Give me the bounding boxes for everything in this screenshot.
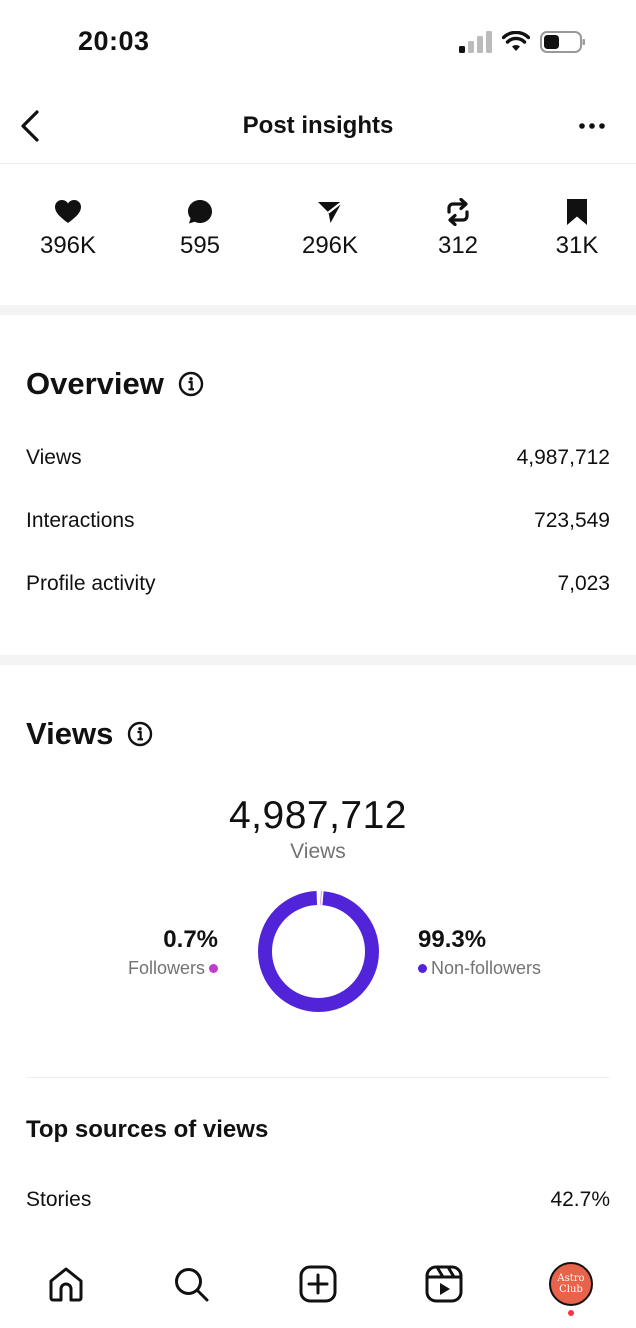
- non-followers-legend: Non-followers: [418, 958, 541, 979]
- create-icon: [299, 1265, 337, 1303]
- page-title: Post insights: [242, 112, 394, 139]
- profile-avatar: Astro Club: [549, 1262, 593, 1306]
- repost-icon: [447, 198, 469, 226]
- section-divider: [0, 655, 636, 665]
- non-followers-split: 99.3% Non-followers: [418, 926, 541, 979]
- back-button[interactable]: [10, 106, 50, 146]
- followers-label: Followers: [127, 958, 205, 978]
- section-divider: [0, 305, 636, 315]
- info-icon[interactable]: [127, 721, 153, 747]
- status-bar: 20:03: [0, 0, 636, 88]
- avatar-text-line1: Astro: [557, 1273, 585, 1284]
- engagement-stats: 396K 595 296K 312: [0, 196, 636, 276]
- comments-count: 595: [179, 232, 221, 259]
- overview-row-views: Views 4,987,712: [26, 443, 610, 473]
- more-icon: [579, 123, 605, 129]
- more-options-button[interactable]: [572, 106, 612, 146]
- divider-line: [26, 1077, 610, 1078]
- views-total: 4,987,712: [228, 794, 407, 837]
- share-icon: [318, 201, 343, 223]
- status-icons: [458, 30, 586, 54]
- shares-stat: 296K: [270, 196, 390, 260]
- tab-profile[interactable]: Astro Club: [549, 1262, 593, 1306]
- battery-icon: [540, 31, 585, 53]
- followers-percent: 0.7%: [163, 926, 218, 953]
- overview-row-profile-activity: Profile activity 7,023: [26, 569, 610, 599]
- views-total-label: Views: [290, 840, 346, 863]
- chevron-left-icon: [21, 110, 39, 142]
- followers-dot: [209, 964, 218, 973]
- status-time: 20:03: [78, 26, 150, 56]
- search-icon: [175, 1268, 209, 1302]
- tab-search[interactable]: [169, 1262, 213, 1306]
- non-followers-label: Non-followers: [431, 958, 542, 978]
- row-label: Views: [26, 446, 82, 469]
- views-title: Views: [26, 716, 114, 751]
- reels-icon: [425, 1265, 463, 1303]
- wifi-icon: [502, 31, 530, 51]
- home-icon: [49, 1267, 83, 1302]
- row-value: 723,549: [534, 509, 610, 532]
- row-value: 4,987,712: [516, 446, 610, 469]
- row-value: 7,023: [557, 572, 610, 595]
- source-row-stories: Stories 42.7%: [26, 1185, 610, 1215]
- row-label: Stories: [26, 1188, 92, 1211]
- non-followers-percent: 99.3%: [418, 926, 487, 953]
- row-label: Profile activity: [26, 572, 156, 595]
- overview-section-title: Overview: [26, 366, 204, 402]
- followers-split: 0.7% Followers: [128, 926, 218, 979]
- bookmark-icon: [567, 199, 587, 225]
- likes-stat: 396K: [8, 196, 128, 260]
- non-followers-dot: [418, 964, 427, 973]
- views-donut-chart: [258, 891, 379, 1012]
- overview-row-interactions: Interactions 723,549: [26, 506, 610, 536]
- saves-count: 31K: [555, 232, 599, 259]
- comments-stat: 595: [140, 196, 260, 260]
- shares-count: 296K: [301, 232, 359, 259]
- comment-icon: [188, 200, 212, 224]
- reposts-stat: 312: [398, 196, 518, 260]
- row-value: 42.7%: [550, 1188, 610, 1211]
- info-icon[interactable]: [178, 371, 204, 397]
- likes-count: 396K: [39, 232, 97, 259]
- top-sources-title: Top sources of views: [26, 1116, 269, 1143]
- reposts-count: 312: [437, 232, 479, 259]
- avatar-text-line2: Club: [559, 1284, 583, 1295]
- heart-icon: [55, 200, 81, 223]
- overview-title: Overview: [26, 366, 164, 401]
- views-section-title: Views: [26, 716, 153, 752]
- notification-dot: [568, 1310, 574, 1316]
- followers-legend: Followers: [128, 958, 218, 979]
- tab-reels[interactable]: [422, 1262, 466, 1306]
- row-label: Interactions: [26, 509, 135, 532]
- tab-create[interactable]: [296, 1262, 340, 1306]
- tab-home[interactable]: [44, 1262, 88, 1306]
- signal-icon: [459, 31, 492, 53]
- non-followers-segment: [258, 891, 379, 1012]
- donut-svg: [258, 891, 379, 1012]
- nav-bar: Post insights: [0, 88, 636, 164]
- saves-stat: 31K: [517, 196, 636, 260]
- bottom-tab-bar: Astro Club: [0, 1244, 636, 1328]
